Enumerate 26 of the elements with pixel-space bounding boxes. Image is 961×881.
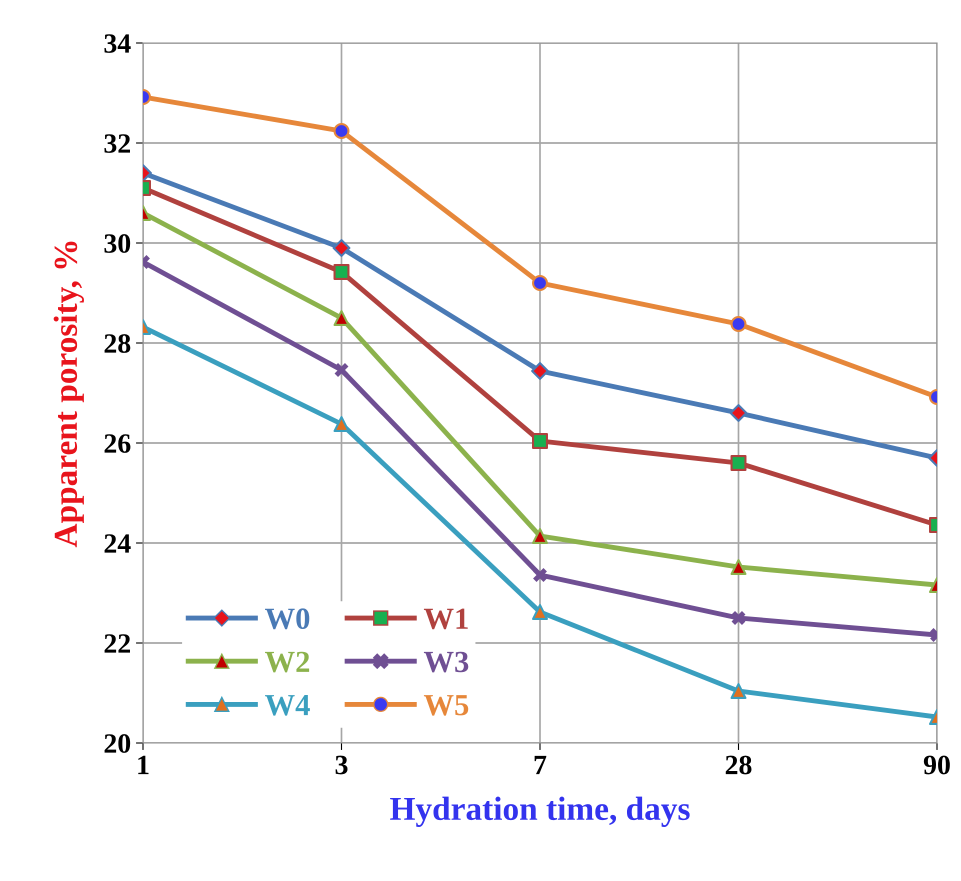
y-tick-label: 26 [104, 434, 130, 453]
x-tick-label: 1 [138, 756, 149, 774]
x-axis-title: Hydration time, days [390, 796, 690, 827]
y-tick-label: 30 [104, 234, 130, 253]
y-tick-label: 20 [104, 734, 130, 753]
legend-label: W5 [424, 695, 468, 716]
x-tick-label: 28 [726, 756, 752, 774]
point [532, 604, 548, 620]
point [533, 568, 547, 582]
legend-label: W0 [265, 608, 310, 630]
x-tick-label: 3 [336, 756, 348, 774]
point [532, 433, 548, 449]
y-tick-label: 22 [104, 634, 130, 653]
y-axis-title: Apparent porosity, % [54, 242, 84, 548]
y-tick-label: 28 [104, 334, 130, 353]
x-tick-label: 90 [924, 756, 950, 774]
legend-label: W4 [265, 694, 310, 716]
x-tick-label: 7 [534, 756, 546, 774]
legend-label: W1 [424, 608, 468, 630]
point [532, 528, 548, 544]
y-tick-label: 24 [104, 534, 131, 553]
legend-label: W2 [265, 652, 310, 672]
point [531, 362, 549, 380]
legend-label: W3 [424, 652, 468, 672]
y-tick-label: 32 [104, 134, 130, 153]
y-tick-label: 34 [104, 34, 131, 53]
